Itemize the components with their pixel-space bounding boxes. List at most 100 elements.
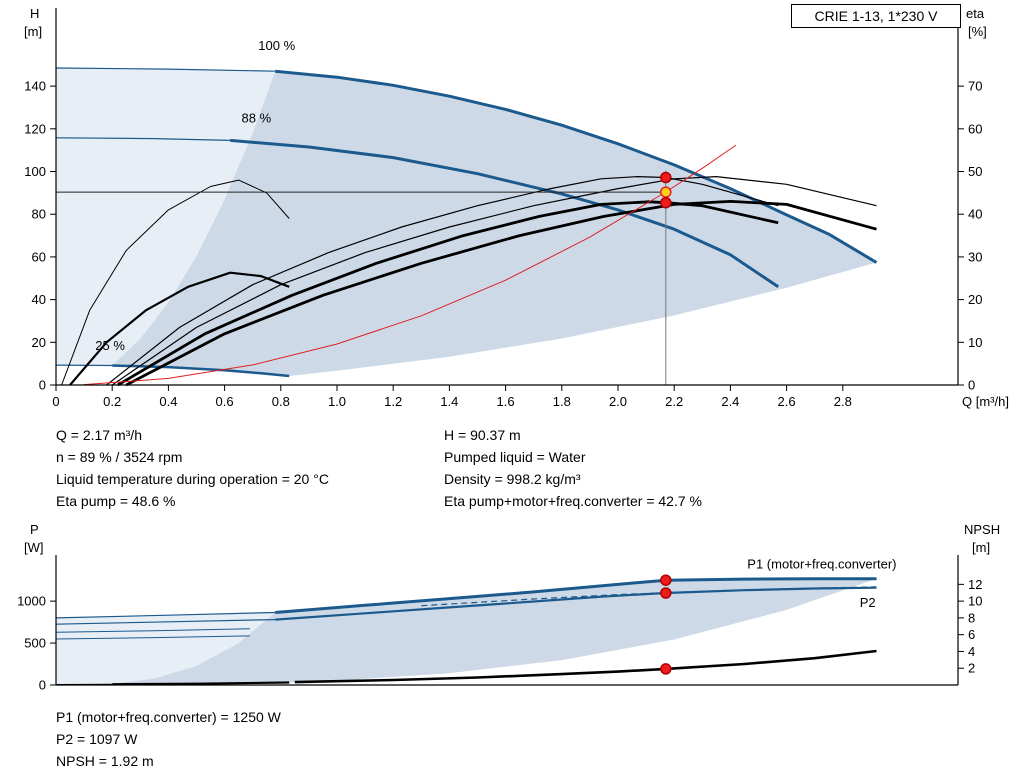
operating-data-left-column: Q = 2.17 m³/h n = 89 % / 3524 rpm Liquid… — [56, 424, 329, 512]
y-right-tick-label: 10 — [968, 594, 982, 609]
eta-pump-100-curve — [111, 176, 877, 386]
x-tick-label: 0.6 — [216, 394, 234, 409]
y-right-tick-label: 2 — [968, 661, 975, 676]
info-eta-total: Eta pump+motor+freq.converter = 42.7 % — [444, 493, 702, 509]
y-left-tick-label: 60 — [32, 249, 46, 264]
x-tick-label: 0 — [52, 394, 59, 409]
pump-title: CRIE 1-13, 1*230 V — [814, 8, 938, 24]
p2-min-flow-segment — [55, 619, 276, 625]
power-range-dark — [112, 578, 877, 684]
eta-total-100-curve — [125, 199, 877, 387]
y-left-axis-title: [m] — [24, 24, 42, 39]
y-left-tick-label: 20 — [32, 335, 46, 350]
curve-label: 100 % — [258, 38, 295, 53]
y-right-axis-title: [%] — [968, 24, 987, 39]
y-left-tick-label: 40 — [32, 292, 46, 307]
curve-label: P2 — [860, 595, 876, 610]
y-left-tick-label: 0 — [39, 678, 46, 693]
pump-title-box: CRIE 1-13, 1*230 V — [791, 4, 961, 28]
y-left-tick-label: 100 — [24, 164, 46, 179]
operating-data-right-column: H = 90.37 m Pumped liquid = Water Densit… — [444, 424, 702, 512]
x-tick-label: 2.8 — [834, 394, 852, 409]
info-density: Density = 998.2 kg/m³ — [444, 471, 581, 487]
x-tick-label: 2.0 — [609, 394, 627, 409]
info-p2: P2 = 1097 W — [56, 731, 138, 747]
qh-chart: 0 0.2 0.4 0.6 0.8 1.0 1.2 1.4 1.6 1.8 2.0 2.2 2.4 2.6… — [24, 6, 1009, 409]
info-npsh: NPSH = 1.92 m — [56, 753, 154, 769]
y-left-tick-label: 0 — [39, 378, 46, 393]
y-right-tick-label: 30 — [968, 249, 982, 264]
operating-point-marker — [660, 587, 672, 599]
eta-pump-low-speed-curve — [61, 179, 290, 386]
speed-control-range-light — [56, 68, 276, 366]
x-tick-label: 1.6 — [497, 394, 515, 409]
curve-label: 88 % — [242, 110, 272, 125]
info-pumped-liquid: Pumped liquid = Water — [444, 449, 586, 465]
p1-curve — [275, 577, 877, 614]
p2-100-dashed — [421, 586, 877, 607]
info-liquid-temperature: Liquid temperature during operation = 20… — [56, 471, 329, 487]
operating-point-marker — [660, 171, 672, 184]
y-right-tick-label: 4 — [968, 644, 975, 659]
curve-label: P1 (motor+freq.converter) — [747, 556, 896, 571]
p2-88-segment — [55, 635, 250, 640]
y-right-tick-label: 0 — [968, 378, 975, 393]
duty-parabola — [84, 144, 737, 386]
y-right-tick-label: 6 — [968, 627, 975, 642]
x-tick-label: 2.4 — [721, 394, 739, 409]
speed-88-curve — [230, 138, 780, 289]
speed-100-min-flow-segment — [55, 67, 276, 72]
y-right-tick-label: 50 — [968, 164, 982, 179]
operating-point-marker — [660, 186, 672, 198]
x-tick-label: 2.2 — [665, 394, 683, 409]
info-flow: Q = 2.17 m³/h — [56, 427, 142, 443]
info-eta-pump: Eta pump = 48.6 % — [56, 493, 176, 509]
x-tick-label: 1.8 — [553, 394, 571, 409]
curve-label: 25 % — [95, 338, 125, 353]
x-tick-label: 1.0 — [328, 394, 346, 409]
speed-88-min-flow-segment — [55, 137, 231, 141]
operating-point-marker — [660, 663, 672, 675]
x-tick-label: 1.2 — [384, 394, 402, 409]
operating-data-block: Q = 2.17 m³/h n = 89 % / 3524 rpm Liquid… — [0, 424, 1024, 520]
operating-point-marker — [660, 574, 672, 586]
y-left-tick-label: 80 — [32, 207, 46, 222]
y-left-tick-label: 500 — [24, 636, 46, 651]
npsh-low-speed-curve — [112, 681, 290, 686]
y-right-axis-title: NPSH — [964, 522, 1000, 537]
x-tick-label: 0.4 — [159, 394, 177, 409]
x-tick-label: 0.2 — [103, 394, 121, 409]
p1-88-segment — [55, 628, 250, 633]
y-left-axis-title: H — [30, 6, 39, 21]
y-left-tick-label: 1000 — [17, 594, 46, 609]
info-head: H = 90.37 m — [444, 427, 521, 443]
y-right-tick-label: 12 — [968, 577, 982, 592]
p1-min-flow-segment — [55, 611, 276, 619]
power-npsh-chart: 0 500 1000 2 4 6 810 12 P1 (motor+freq.converter… — [17, 522, 1000, 693]
npsh-curve — [294, 649, 877, 684]
y-right-tick-label: 40 — [968, 207, 982, 222]
x-tick-label: 2.6 — [778, 394, 796, 409]
info-speed: n = 89 % / 3524 rpm — [56, 449, 183, 465]
info-p1: P1 (motor+freq.converter) = 1250 W — [56, 709, 281, 725]
y-left-axis-title: P — [30, 522, 39, 537]
y-right-tick-label: 60 — [968, 121, 982, 136]
x-tick-label: 1.4 — [440, 394, 458, 409]
eta-total-low-speed-curve — [69, 271, 290, 386]
y-left-axis-title: [W] — [24, 540, 44, 555]
power-range-light — [56, 612, 276, 684]
y-left-tick-label: 120 — [24, 121, 46, 136]
y-right-tick-label: 70 — [968, 79, 982, 94]
y-right-tick-label: 8 — [968, 610, 975, 625]
eta-total-89-curve — [117, 200, 779, 387]
y-right-axis-title: eta — [966, 6, 985, 21]
x-tick-label: 0.8 — [272, 394, 290, 409]
x-axis-title: Q [m³/h] — [962, 394, 1009, 409]
speed-100-curve — [275, 69, 878, 264]
y-left-tick-label: 140 — [24, 79, 46, 94]
operating-point-marker — [660, 196, 672, 209]
y-right-tick-label: 20 — [968, 292, 982, 307]
power-data-block: P1 (motor+freq.converter) = 1250 W P2 = … — [56, 706, 281, 772]
eta-pump-89-curve — [106, 176, 779, 386]
